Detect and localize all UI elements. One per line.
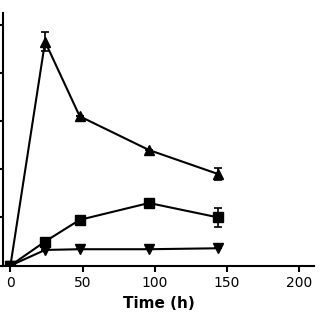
X-axis label: Time (h): Time (h) xyxy=(123,296,194,311)
